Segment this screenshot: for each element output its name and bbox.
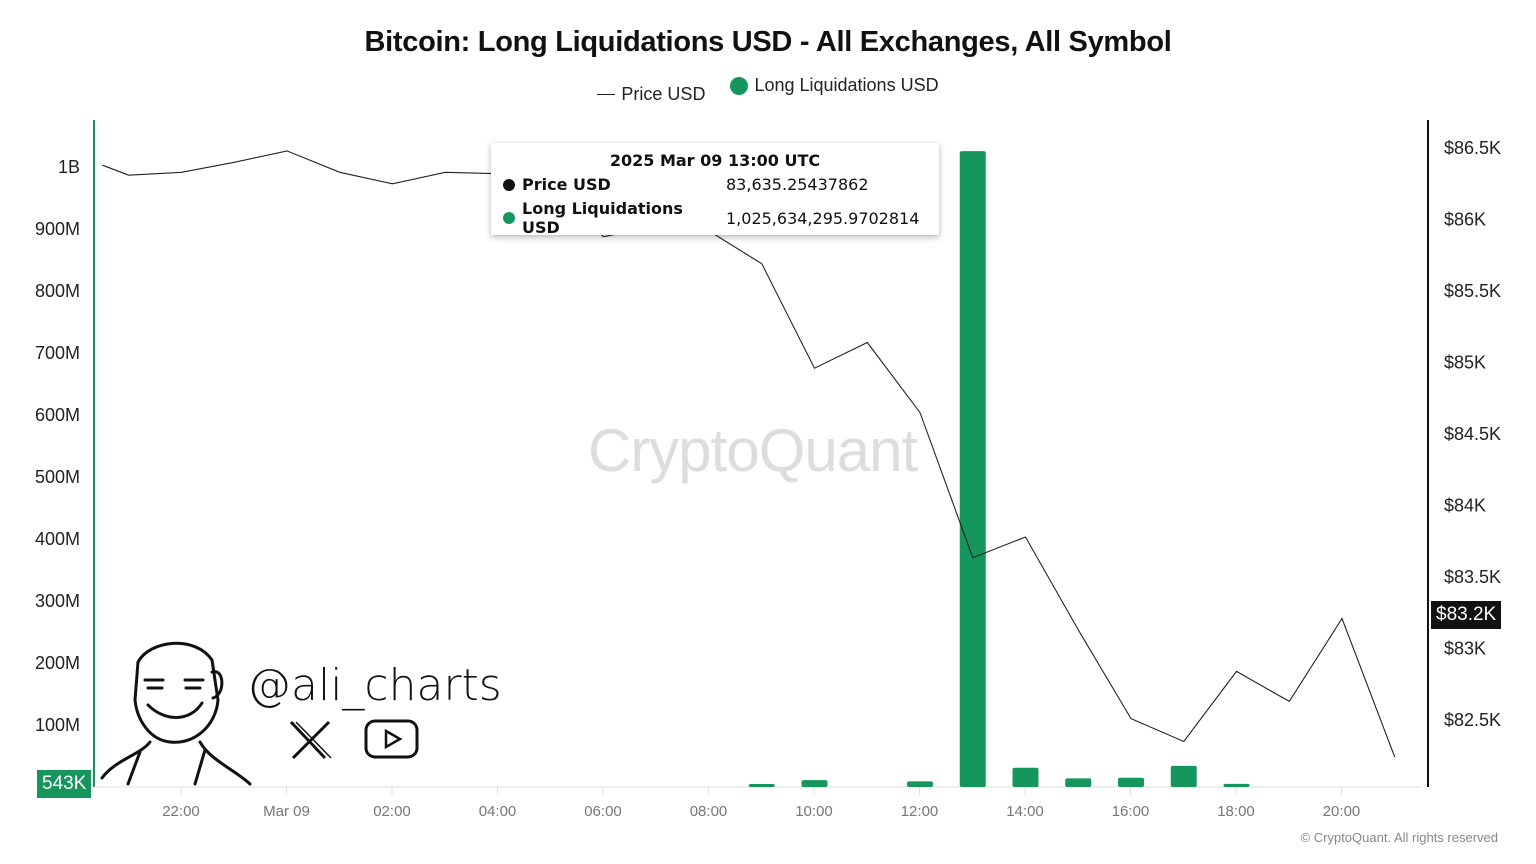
y-right-tick-label: $84K (1444, 496, 1486, 516)
face-illustration (100, 641, 252, 786)
y-left-tick-label: 600M (35, 405, 80, 425)
x-tick-label: 16:00 (1112, 803, 1150, 820)
legend-item-price[interactable]: Price USD (597, 84, 705, 105)
price-line (102, 150, 1396, 758)
copyright-footer: © CryptoQuant. All rights reserved (1300, 830, 1498, 845)
x-tick-label: 08:00 (690, 803, 728, 820)
y-right-tick-label: $85.5K (1444, 281, 1501, 301)
dot-icon (503, 178, 515, 191)
author-handle: @ali_charts (247, 660, 502, 711)
watermark: CryptoQuant (588, 417, 918, 484)
tooltip-label: Price USD (522, 175, 611, 194)
x-logo-icon[interactable] (289, 720, 332, 760)
liquidation-bar (801, 780, 828, 787)
liquidation-bar (1118, 777, 1144, 787)
x-tick-label: 06:00 (584, 803, 622, 820)
y-right-tick-label: $86K (1444, 210, 1486, 230)
y-right-tick-label: $83.5K (1444, 567, 1501, 587)
x-tick-label: 20:00 (1323, 803, 1361, 820)
liquidation-bar (1065, 778, 1092, 787)
y-left-tick-label: 300M (35, 591, 80, 611)
legend-label: Price USD (621, 83, 706, 104)
tooltip-row-price: Price USD 83,635.25437862 (503, 175, 939, 194)
x-tick-label: 22:00 (162, 803, 200, 820)
chart-title: Bitcoin: Long Liquidations USD - All Exc… (364, 26, 1172, 58)
liquidation-bar (907, 781, 933, 787)
current-liquidation-badge: 543K (37, 770, 92, 798)
tooltip: 2025 Mar 09 13:00 UTC Price USD 83,635.2… (491, 143, 939, 237)
y-right-tick-label: $83K (1444, 639, 1486, 659)
tooltip-label: Long Liquidations USD (522, 199, 683, 237)
y-left-tick-label: 1B (58, 157, 80, 177)
x-tick-label: Mar 09 (263, 803, 310, 820)
y-right-tick-label: $86.5K (1444, 138, 1501, 158)
legend-label: Long Liquidations USD (754, 75, 939, 95)
x-tick-label: 12:00 (901, 803, 939, 820)
youtube-icon[interactable] (364, 719, 419, 759)
y-right-tick-label: $84.5K (1444, 424, 1501, 444)
legend-item-liquidations[interactable]: Long Liquidations USD (730, 75, 939, 96)
x-tick-label: 18:00 (1217, 803, 1255, 820)
y-left-tick-label: 200M (35, 653, 80, 673)
y-left-tick-label: 400M (35, 529, 80, 549)
tooltip-time: 2025 Mar 09 13:00 UTC (609, 151, 821, 170)
x-tick-label: 10:00 (795, 803, 833, 820)
y-right-tick-label: $82.5K (1444, 710, 1501, 730)
y-left-tick-label: 100M (35, 715, 80, 735)
liquidation-bar (959, 151, 986, 787)
y-left-tick-label: 900M (35, 219, 80, 239)
dot-swatch-icon (730, 76, 749, 95)
x-tick-label: 04:00 (479, 803, 517, 820)
tooltip-value: 1,025,634,295.9702814 (726, 208, 920, 228)
liquidation-bar (1223, 783, 1250, 787)
current-price-badge: $83.2K (1431, 601, 1502, 629)
y-left-tick-label: 500M (35, 467, 80, 487)
tooltip-value: 83,635.25437862 (726, 175, 869, 194)
liquidation-bar (1012, 767, 1039, 787)
liquidation-bar (748, 784, 775, 787)
dot-icon (503, 212, 515, 224)
line-swatch-icon (597, 93, 616, 95)
y-left-tick-label: 700M (35, 343, 80, 363)
x-tick-label: 02:00 (373, 803, 411, 820)
x-tick-label: 14:00 (1006, 803, 1044, 820)
legend: Price USD Long Liquidations USD (0, 75, 1536, 105)
liquidation-bar (1170, 765, 1197, 787)
y-left-tick-label: 800M (35, 281, 80, 301)
y-right-tick-label: $85K (1444, 353, 1486, 373)
tooltip-row-liquidations: Long Liquidations USD 1,025,634,295.9702… (503, 199, 939, 237)
